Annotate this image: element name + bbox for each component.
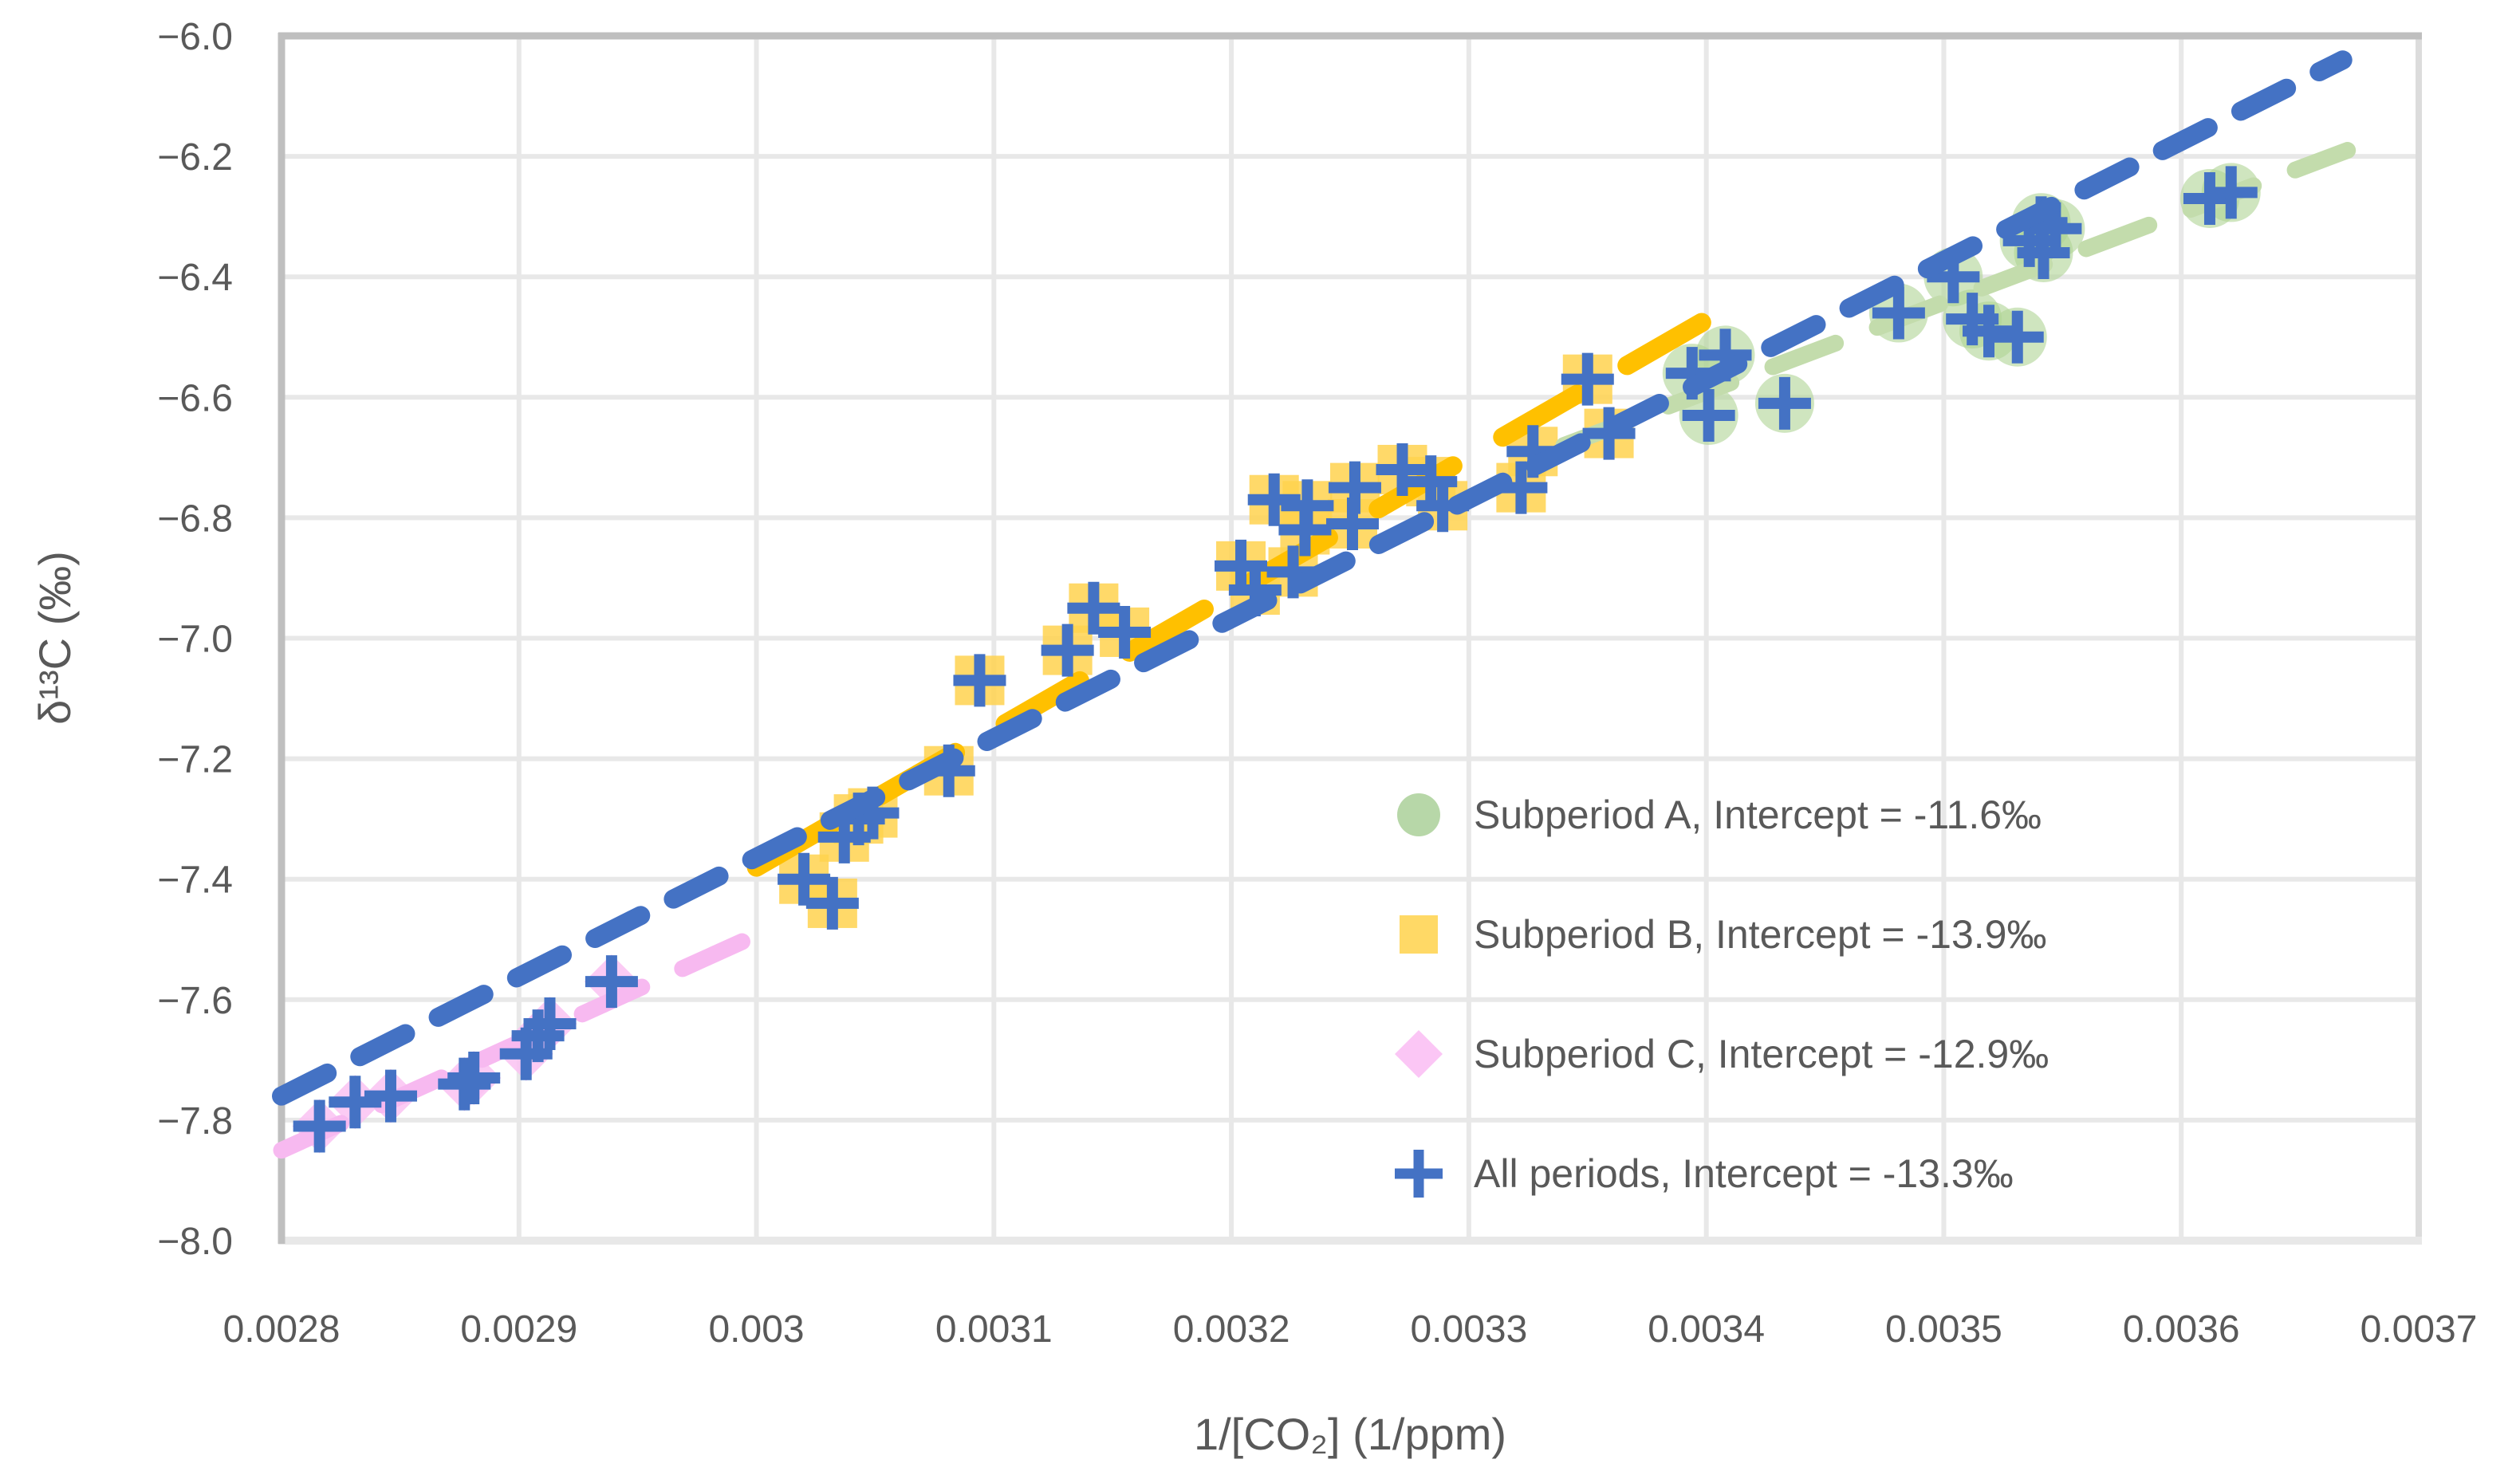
data-point-all-periods (1990, 310, 2044, 364)
x-axis-title: 1/[CO₂] (1/ppm) (1194, 1409, 1506, 1459)
legend-label: Subperiod C, Intercept = -12.9‰ (1474, 1032, 2049, 1076)
x-tick-label: 0.0037 (2361, 1308, 2478, 1351)
data-point-all-periods (1561, 352, 1614, 406)
x-tick-label: 0.0032 (1173, 1308, 1290, 1351)
tick-label-layer: 0.0028 0.0029 0.003 0.0031 0.0032 0.0033 0.003… (157, 16, 2477, 1351)
data-point-all-periods (364, 1069, 417, 1123)
data-point-all-periods (778, 852, 831, 906)
data-point-all-periods (1963, 305, 2016, 358)
data-point-all-periods (1041, 623, 1094, 677)
y-tick-label: −8.0 (157, 1221, 233, 1263)
data-point-all-periods (438, 1057, 491, 1111)
data-point-all-periods (1758, 376, 1811, 430)
all-periods-marker-layer (272, 50, 2353, 1153)
legend-label: All periods, Intercept = -13.3‰ (1474, 1151, 2014, 1196)
data-point-all-periods (523, 997, 577, 1051)
y-axis-title: δ¹³C (‰) (30, 551, 80, 725)
x-tick-label: 0.0029 (460, 1308, 577, 1351)
legend-marker-plus (1395, 1150, 1443, 1198)
x-tick-label: 0.0036 (2123, 1308, 2240, 1351)
legend-label: Subperiod A, Intercept = -11.6‰ (1474, 793, 2042, 837)
data-point-all-periods (329, 1076, 382, 1129)
data-point-all-periods (1682, 388, 1735, 442)
x-tick-label: 0.0028 (223, 1308, 341, 1351)
data-point-all-periods (1247, 473, 1301, 526)
data-point-all-periods (2204, 166, 2258, 219)
data-point-all-periods (953, 654, 1006, 707)
data-point-all-periods (1404, 455, 1458, 509)
data-point-all-periods (1278, 503, 1332, 557)
legend-marker-square (1400, 915, 1438, 954)
y-tick-label: −7.2 (157, 739, 233, 781)
data-point-all-periods (805, 876, 859, 930)
legend-label: Subperiod B, Intercept = -13.9‰ (1474, 912, 2046, 957)
legend: Subperiod A, Intercept = -11.6‰ Subperiod… (1395, 793, 2049, 1198)
y-tick-label: −7.0 (157, 619, 233, 661)
y-tick-label: −7.8 (157, 1100, 233, 1143)
data-point-all-periods (1872, 286, 1925, 340)
x-tick-label: 0.0033 (1410, 1308, 1527, 1351)
data-point-all-periods (447, 1052, 501, 1105)
data-point-all-periods (1328, 461, 1381, 514)
data-point-all-periods (2017, 226, 2070, 279)
y-tick-label: −7.6 (157, 980, 233, 1022)
data-point-all-periods (1098, 605, 1152, 659)
x-tick-label: 0.0034 (1648, 1308, 1765, 1351)
y-tick-label: −7.4 (157, 859, 233, 902)
x-tick-label: 0.003 (708, 1308, 804, 1351)
y-tick-label: −6.2 (157, 136, 233, 179)
y-tick-label: −6.0 (157, 16, 233, 58)
data-point-all-periods (585, 955, 638, 1009)
data-point-all-periods (1376, 443, 1429, 496)
data-point-all-periods (293, 1099, 346, 1153)
x-tick-label: 0.0031 (935, 1308, 1053, 1351)
y-tick-label: −6.6 (157, 377, 233, 419)
legend-marker-circle (1397, 793, 1440, 836)
data-point-all-periods (1067, 581, 1120, 635)
legend-marker-diamond (1395, 1030, 1443, 1078)
y-tick-label: −6.4 (157, 257, 233, 299)
y-tick-label: −6.8 (157, 498, 233, 540)
trendline-subperiod-c (273, 930, 756, 1159)
trendline-all-periods (272, 50, 2353, 1106)
grid-layer (278, 32, 2422, 1245)
x-tick-label: 0.0035 (1885, 1308, 2002, 1351)
